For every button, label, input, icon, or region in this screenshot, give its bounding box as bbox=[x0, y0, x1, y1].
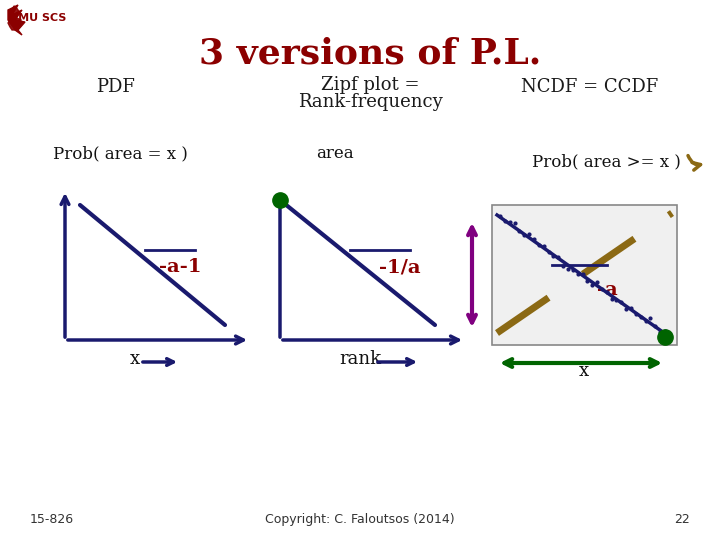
Point bbox=[577, 270, 588, 279]
Text: 22: 22 bbox=[674, 513, 690, 526]
Text: -1/a: -1/a bbox=[379, 258, 420, 276]
Point bbox=[611, 296, 622, 305]
Point bbox=[640, 316, 652, 325]
Point bbox=[518, 231, 530, 239]
Point bbox=[660, 327, 671, 335]
Point bbox=[528, 235, 540, 244]
Text: 15-826: 15-826 bbox=[30, 513, 74, 526]
Text: Copyright: C. Faloutsos (2014): Copyright: C. Faloutsos (2014) bbox=[265, 513, 455, 526]
Point bbox=[649, 322, 661, 330]
Text: 3 versions of P.L.: 3 versions of P.L. bbox=[199, 36, 541, 70]
Text: CMU SCS: CMU SCS bbox=[10, 13, 66, 23]
Point bbox=[567, 265, 579, 274]
Point bbox=[601, 288, 613, 296]
Point bbox=[654, 328, 666, 336]
Text: -a-1: -a-1 bbox=[158, 258, 202, 276]
Point bbox=[513, 227, 525, 235]
Point bbox=[543, 248, 554, 256]
Text: x: x bbox=[579, 362, 589, 380]
Polygon shape bbox=[8, 6, 21, 30]
Point bbox=[533, 241, 544, 250]
Point bbox=[591, 277, 603, 286]
Point bbox=[635, 312, 647, 321]
Point bbox=[644, 314, 656, 322]
Text: NCDF = CCDF: NCDF = CCDF bbox=[521, 78, 659, 96]
Text: Rank-frequency: Rank-frequency bbox=[297, 93, 442, 111]
Point bbox=[596, 285, 608, 294]
Point bbox=[504, 218, 516, 226]
Point bbox=[557, 262, 569, 271]
Point bbox=[630, 310, 642, 319]
Point bbox=[616, 298, 627, 306]
Point bbox=[587, 281, 598, 289]
Point bbox=[552, 253, 564, 262]
Point bbox=[606, 295, 617, 303]
Point bbox=[582, 276, 593, 285]
Point bbox=[538, 242, 549, 251]
Point bbox=[494, 212, 505, 220]
Point bbox=[548, 252, 559, 260]
Point bbox=[572, 270, 583, 279]
Text: Prob( area >= x ): Prob( area >= x ) bbox=[532, 153, 681, 170]
Text: Zipf plot =: Zipf plot = bbox=[320, 76, 419, 94]
Text: x: x bbox=[130, 350, 140, 368]
Point bbox=[523, 229, 535, 238]
Polygon shape bbox=[8, 5, 25, 35]
Bar bbox=[492, 205, 677, 345]
Text: PDF: PDF bbox=[96, 78, 135, 96]
Point bbox=[625, 304, 636, 313]
Text: rank: rank bbox=[339, 350, 381, 368]
Point bbox=[621, 304, 632, 313]
Text: Prob( area = x ): Prob( area = x ) bbox=[53, 145, 187, 162]
Point bbox=[499, 217, 510, 225]
Point bbox=[509, 219, 521, 228]
Text: area: area bbox=[316, 145, 354, 162]
Text: -a: -a bbox=[597, 281, 617, 299]
Point bbox=[562, 265, 574, 273]
